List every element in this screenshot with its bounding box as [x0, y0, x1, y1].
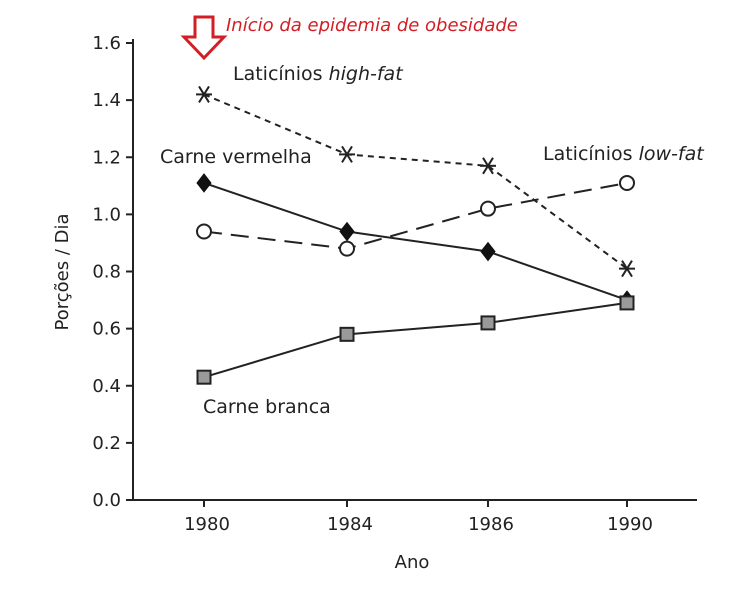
series-line — [203, 93, 628, 270]
x-tick-label: 1986 — [468, 514, 514, 535]
data-point-asterisk — [196, 85, 212, 103]
y-tick-label: 1.2 — [92, 147, 121, 168]
series-label: Laticínios low-fat — [543, 143, 705, 165]
series-line — [203, 301, 628, 379]
series-label-part: Carne branca — [203, 396, 331, 418]
y-tick-label: 1.4 — [92, 90, 121, 111]
data-point-asterisk — [480, 157, 496, 175]
data-point-circle — [339, 240, 355, 257]
series-label: Carne vermelha — [160, 146, 312, 168]
series-label: Carne branca — [203, 396, 331, 418]
annotation-text: Início da epidemia de obesidade — [226, 15, 518, 36]
data-point-circle — [619, 174, 635, 191]
x-tick-label: 1990 — [607, 514, 653, 535]
series-line — [203, 181, 628, 250]
data-point-circle — [196, 223, 212, 240]
asterisk-stroke — [621, 260, 633, 278]
series-line — [203, 182, 628, 302]
y-tick-label: 0.8 — [92, 262, 121, 283]
data-point-square — [619, 295, 635, 311]
asterisk-stroke — [341, 145, 353, 163]
y-axis-title: Porções / Dia — [52, 214, 73, 331]
series-label-part: high-fat — [329, 63, 405, 85]
data-point-diamond — [339, 221, 355, 242]
y-tick-label: 0.4 — [92, 376, 121, 397]
series-label-part: Carne vermelha — [160, 146, 312, 168]
data-point-asterisk — [619, 260, 635, 278]
data-point-square — [480, 315, 496, 331]
data-point-circle — [480, 200, 496, 217]
y-tick-label: 0.0 — [92, 490, 121, 511]
y-tick-label: 0.2 — [92, 433, 121, 454]
series-group — [196, 85, 635, 385]
data-point-asterisk — [339, 145, 355, 163]
data-point-diamond — [196, 173, 212, 193]
asterisk-stroke — [482, 157, 494, 175]
series-label-part: Laticínios — [543, 143, 639, 165]
down-arrow-icon — [180, 15, 228, 61]
labels-group: Laticínios high-fat Carne vermelha Laticín… — [160, 15, 705, 418]
data-point-diamond — [480, 241, 496, 262]
series-label: Laticínios high-fat — [233, 63, 404, 85]
x-tick-label: 1980 — [184, 514, 230, 535]
y-tick-label: 0.6 — [92, 319, 121, 340]
series-label-part: low-fat — [639, 143, 706, 165]
y-tick-label: 1.0 — [92, 204, 121, 225]
series-label-part: Laticínios — [233, 63, 329, 85]
y-tick-label: 1.6 — [92, 33, 121, 54]
axes: 0.0 0.2 0.4 0.6 0.8 1.0 1.2 1.4 1.6 1980 1984 1986 1… — [52, 33, 697, 573]
x-tick-label: 1984 — [327, 514, 373, 535]
data-point-square — [339, 326, 355, 342]
data-point-square — [196, 369, 212, 385]
x-axis-title: Ano — [395, 552, 430, 573]
asterisk-stroke — [198, 85, 210, 103]
